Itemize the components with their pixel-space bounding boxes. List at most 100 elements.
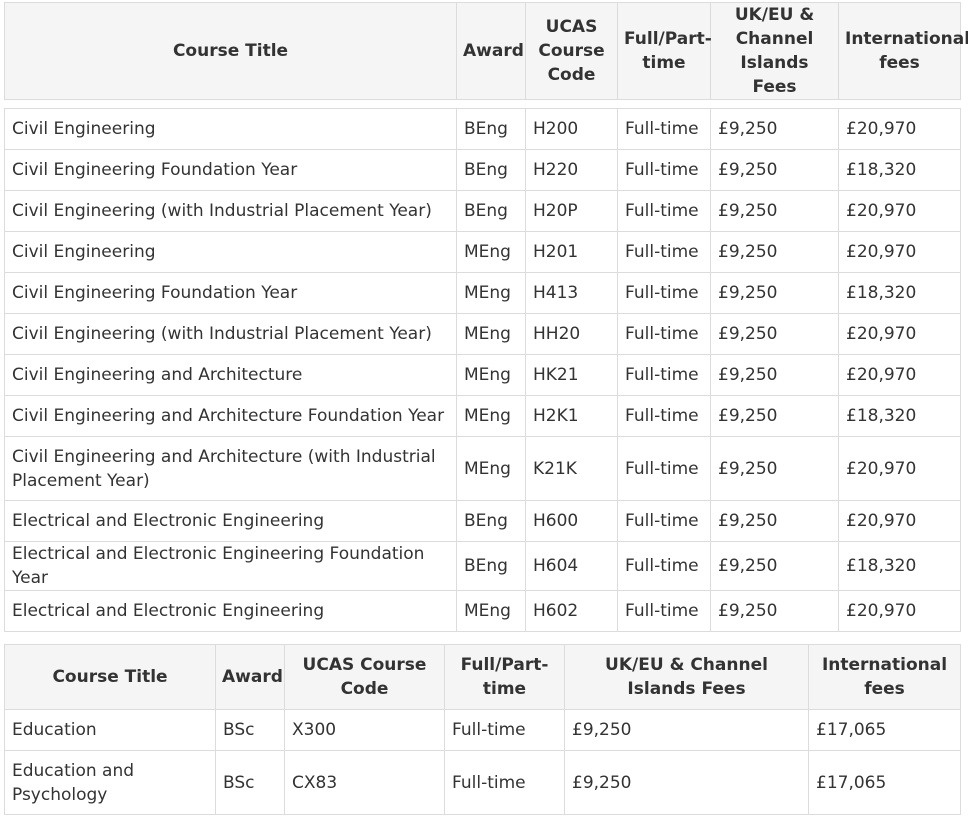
award-cell: BEng — [456, 541, 526, 591]
course-title-cell: Civil Engineering and Architecture (with… — [4, 436, 457, 501]
col-uk-fees: UK/EU & Channel Islands Fees — [564, 644, 809, 710]
course-title-cell: Civil Engineering (with Industrial Place… — [4, 190, 457, 232]
mode-cell: Full-time — [617, 541, 711, 591]
mode-cell: Full-time — [617, 272, 711, 314]
intl-fees-cell: £17,065 — [808, 750, 961, 815]
course-title-cell: Civil Engineering — [4, 231, 457, 273]
table-row: Civil Engineering BEng H200 Full-time £9,250… — [4, 108, 961, 150]
table-row: Electrical and Electronic Engineering MEn… — [4, 590, 961, 632]
intl-fees-cell: £20,970 — [838, 231, 961, 273]
award-cell: BEng — [456, 500, 526, 542]
ucas-code-cell: HH20 — [525, 313, 618, 355]
ucas-code-cell: H220 — [525, 149, 618, 191]
col-mode: Full/Part-time — [444, 644, 565, 710]
uk-fees-cell: £9,250 — [710, 395, 839, 437]
uk-fees-cell: £9,250 — [710, 272, 839, 314]
table-row: Civil Engineering MEng H201 Full-time £9,250… — [4, 231, 961, 273]
mode-cell: Full-time — [617, 231, 711, 273]
uk-fees-cell: £9,250 — [710, 231, 839, 273]
mode-cell: Full-time — [617, 313, 711, 355]
uk-fees-cell: £9,250 — [710, 190, 839, 232]
uk-fees-cell: £9,250 — [710, 108, 839, 150]
ucas-code-cell: H201 — [525, 231, 618, 273]
table-row: Education and Psychology BSc CX83 Full-time… — [4, 750, 961, 815]
intl-fees-cell: £18,320 — [838, 395, 961, 437]
col-award: Award — [456, 2, 526, 100]
intl-fees-cell: £20,970 — [838, 313, 961, 355]
col-intl-fees: International fees — [838, 2, 968, 100]
mode-cell: Full-time — [444, 750, 565, 815]
table-row: Civil Engineering and Architecture (with… — [4, 436, 961, 501]
mode-cell: Full-time — [617, 395, 711, 437]
award-cell: MEng — [456, 272, 526, 314]
intl-fees-cell: £18,320 — [838, 541, 961, 591]
col-mode: Full/Part-time — [617, 2, 712, 100]
mode-cell: Full-time — [617, 190, 711, 232]
col-uk-fees: UK/EU & Channel Islands Fees — [710, 2, 839, 100]
table-row: Education BSc X300 Full-time £9,250 £17,065 — [4, 709, 961, 751]
course-title-cell: Civil Engineering and Architecture Found… — [4, 395, 457, 437]
col-course-title: Course Title — [4, 644, 216, 710]
table-row: Civil Engineering (with Industrial Place… — [4, 190, 961, 232]
uk-fees-cell: £9,250 — [710, 354, 839, 396]
course-title-cell: Electrical and Electronic Engineering — [4, 500, 457, 542]
ucas-code-cell: HK21 — [525, 354, 618, 396]
ucas-code-cell: H2K1 — [525, 395, 618, 437]
award-cell: MEng — [456, 590, 526, 632]
ucas-code-cell: K21K — [525, 436, 618, 501]
award-cell: MEng — [456, 313, 526, 355]
course-title-cell: Civil Engineering Foundation Year — [4, 149, 457, 191]
ucas-code-cell: H600 — [525, 500, 618, 542]
intl-fees-cell: £20,970 — [838, 108, 961, 150]
award-cell: BSc — [215, 709, 285, 751]
award-cell: MEng — [456, 395, 526, 437]
table-row: Civil Engineering Foundation Year MEng H41… — [4, 272, 961, 314]
course-title-cell: Civil Engineering — [4, 108, 457, 150]
uk-fees-cell: £9,250 — [710, 436, 839, 501]
award-cell: MEng — [456, 231, 526, 273]
award-cell: BEng — [456, 190, 526, 232]
intl-fees-cell: £17,065 — [808, 709, 961, 751]
uk-fees-cell: £9,250 — [564, 709, 809, 751]
course-title-cell: Electrical and Electronic Engineering — [4, 590, 457, 632]
table-row: Civil Engineering and Architecture MEng HK… — [4, 354, 961, 396]
header-row: Course Title Award UCAS Course Code Full… — [4, 2, 968, 100]
table-row: Civil Engineering and Architecture Found… — [4, 395, 961, 437]
uk-fees-cell: £9,250 — [710, 313, 839, 355]
ucas-code-cell: H602 — [525, 590, 618, 632]
ucas-code-cell: H413 — [525, 272, 618, 314]
intl-fees-cell: £20,970 — [838, 590, 961, 632]
col-award: Award — [215, 644, 285, 710]
award-cell: MEng — [456, 436, 526, 501]
intl-fees-cell: £18,320 — [838, 272, 961, 314]
ucas-code-cell: X300 — [284, 709, 445, 751]
col-course-title: Course Title — [4, 2, 457, 100]
ucas-code-cell: H20P — [525, 190, 618, 232]
engineering-table-header: Course Title Award UCAS Course Code Full… — [4, 2, 968, 100]
award-cell: BEng — [456, 149, 526, 191]
course-title-cell: Education — [4, 709, 216, 751]
mode-cell: Full-time — [444, 709, 565, 751]
intl-fees-cell: £20,970 — [838, 354, 961, 396]
course-title-cell: Education and Psychology — [4, 750, 216, 815]
col-ucas-code: UCAS Course Code — [284, 644, 445, 710]
intl-fees-cell: £20,970 — [838, 436, 961, 501]
mode-cell: Full-time — [617, 436, 711, 501]
uk-fees-cell: £9,250 — [564, 750, 809, 815]
intl-fees-cell: £20,970 — [838, 500, 961, 542]
table-row: Civil Engineering (with Industrial Place… — [4, 313, 961, 355]
ucas-code-cell: CX83 — [284, 750, 445, 815]
award-cell: BSc — [215, 750, 285, 815]
mode-cell: Full-time — [617, 149, 711, 191]
course-title-cell: Civil Engineering Foundation Year — [4, 272, 457, 314]
uk-fees-cell: £9,250 — [710, 149, 839, 191]
uk-fees-cell: £9,250 — [710, 541, 839, 591]
intl-fees-cell: £18,320 — [838, 149, 961, 191]
mode-cell: Full-time — [617, 108, 711, 150]
course-title-cell: Civil Engineering (with Industrial Place… — [4, 313, 457, 355]
uk-fees-cell: £9,250 — [710, 590, 839, 632]
ucas-code-cell: H200 — [525, 108, 618, 150]
header-row: Course Title Award UCAS Course Code Full… — [4, 644, 961, 710]
mode-cell: Full-time — [617, 590, 711, 632]
mode-cell: Full-time — [617, 354, 711, 396]
